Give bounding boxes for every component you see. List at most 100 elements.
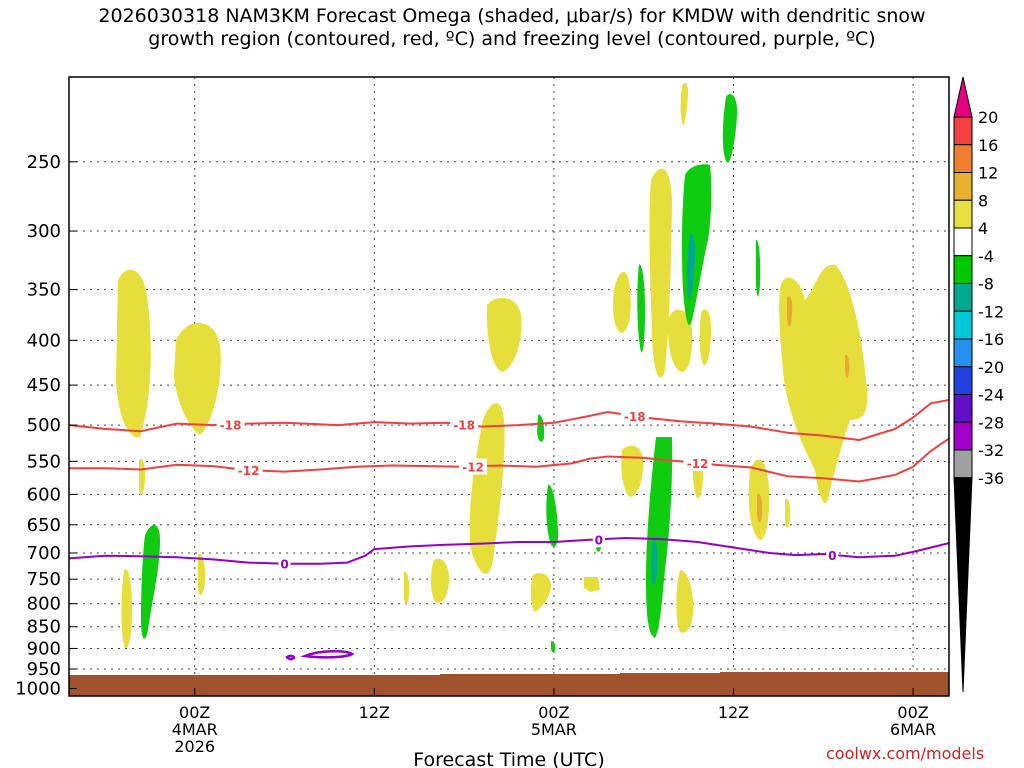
y-tick-label: 550 xyxy=(27,451,61,472)
omega-yellow-area xyxy=(486,297,522,372)
colorbar-swatch xyxy=(953,199,973,229)
x-tick-label: 4MAR xyxy=(172,720,218,739)
x-tick-label: 00Z xyxy=(897,703,928,722)
x-tick-label: 00Z xyxy=(179,703,210,722)
contour-label-bg xyxy=(216,416,245,433)
contour-label: 0 xyxy=(280,558,288,572)
x-tick-label: 12Z xyxy=(718,703,749,722)
x-tick-label: 5MAR xyxy=(531,720,577,739)
omega-shading xyxy=(69,83,949,696)
omega-yellow-area xyxy=(699,309,711,365)
colorbar-swatch xyxy=(953,310,973,340)
colorbar-swatch xyxy=(953,116,973,146)
x-axis-label: Forecast Time (UTC) xyxy=(413,749,604,768)
contour-label-bg xyxy=(278,555,291,572)
contour-label: -18 xyxy=(220,418,242,432)
colorbar-label: -12 xyxy=(978,302,1004,321)
x-tick-label: 6MAR xyxy=(890,720,936,739)
colorbar-label: -20 xyxy=(978,358,1004,377)
y-tick-label: 600 xyxy=(27,484,61,505)
contour-label-bg xyxy=(459,458,488,475)
contour-labels: -18 -18 -18 -12 -12 -12 0 0 0 xyxy=(216,408,839,572)
colorbar-swatch xyxy=(953,144,973,173)
y-tick-label: 450 xyxy=(27,375,61,396)
y-tick-label: 950 xyxy=(27,659,61,680)
contour-label-bg xyxy=(620,408,649,425)
omega-yellow-area xyxy=(779,264,868,504)
colorbar-swatch xyxy=(953,366,973,395)
credit-text: coolwx.com/models xyxy=(826,744,985,763)
colorbar-swatch xyxy=(953,172,973,201)
chart-title: 2026030318 NAM3KM Forecast Omega (shaded… xyxy=(0,5,1024,51)
colorbar-swatch xyxy=(953,227,973,257)
colorbar-top-arrow xyxy=(953,76,973,118)
omega-yellow-area xyxy=(613,271,631,333)
y-tick-label: 850 xyxy=(27,617,61,638)
colorbar-swatch xyxy=(953,421,973,451)
omega-green-area xyxy=(546,484,559,547)
x-tick-label: 2026 xyxy=(174,737,215,756)
colorbar-label: -28 xyxy=(978,413,1004,432)
contour-label: -18 xyxy=(453,419,475,433)
contour-label-bg xyxy=(826,546,839,563)
colorbar-label: 16 xyxy=(978,136,998,155)
omega-orange-area xyxy=(845,354,850,378)
y-axis: 2503003504004505005506006507007508008509… xyxy=(15,152,77,699)
contour-label: -12 xyxy=(687,457,709,471)
omega-yellow-area xyxy=(174,322,221,435)
colorbar-label: 8 xyxy=(978,191,988,210)
omega-green-area xyxy=(141,524,160,639)
colorbar-swatch xyxy=(953,394,973,423)
omega-yellow-area xyxy=(198,554,206,596)
omega-yellow-area xyxy=(404,571,410,605)
y-tick-label: 250 xyxy=(27,152,61,173)
x-tick-label: 12Z xyxy=(359,703,390,722)
y-tick-label: 1000 xyxy=(15,678,61,699)
omega-yellow-area xyxy=(431,558,450,603)
y-tick-label: 350 xyxy=(27,280,61,301)
y-tick-label: 900 xyxy=(27,638,61,659)
colorbar-swatch xyxy=(953,338,973,368)
colorbar-bottom-arrow xyxy=(953,477,973,693)
colorbar-label: -36 xyxy=(978,469,1004,488)
contour-label: 0 xyxy=(828,549,836,563)
y-tick-label: 700 xyxy=(27,543,61,564)
contour-label-bg xyxy=(683,455,712,472)
y-tick-label: 500 xyxy=(27,415,61,436)
omega-yellow-area xyxy=(667,309,693,372)
omega-yellow-area xyxy=(785,498,791,528)
plot-frame xyxy=(68,76,950,697)
colorbar-label: 12 xyxy=(978,164,998,183)
colorbar-label: -8 xyxy=(978,275,994,294)
terrain-ground xyxy=(69,672,949,696)
omega-yellow-area xyxy=(469,403,505,574)
colorbar-label: -32 xyxy=(978,441,1004,460)
omega-yellow-area xyxy=(584,577,600,592)
colorbar-label: -24 xyxy=(978,386,1004,405)
colorbar-label: -16 xyxy=(978,330,1004,349)
omega-teal-area xyxy=(686,233,696,299)
omega-yellow-area xyxy=(530,573,552,612)
contour-label: 0 xyxy=(595,533,603,547)
contour-label: -12 xyxy=(462,460,484,474)
contour-label-bg xyxy=(234,462,263,479)
omega-orange-area xyxy=(787,295,793,327)
title-line-1: 2026030318 NAM3KM Forecast Omega (shaded… xyxy=(98,5,926,27)
colorbar: 20 16 12 8 4 -4 -8 -12 -16 -20 -24 -28 -32 -36 xyxy=(953,76,1004,693)
omega-green-area xyxy=(637,264,645,353)
contour-label: -18 xyxy=(624,410,646,424)
omega-orange-area xyxy=(757,493,763,523)
contour-line-dgz-minus12 xyxy=(69,437,949,483)
omega-yellow-area xyxy=(121,569,132,649)
colorbar-swatch xyxy=(953,255,973,284)
contour-label: -12 xyxy=(238,464,260,478)
freezing-level-loops xyxy=(285,650,355,661)
contour-label-bg xyxy=(450,416,479,433)
omega-green-area xyxy=(722,94,738,163)
omega-yellow-area xyxy=(676,570,694,633)
colorbar-swatch xyxy=(953,449,973,479)
omega-green-area xyxy=(646,437,673,638)
y-tick-label: 300 xyxy=(27,221,61,242)
omega-yellow-area xyxy=(649,168,672,378)
